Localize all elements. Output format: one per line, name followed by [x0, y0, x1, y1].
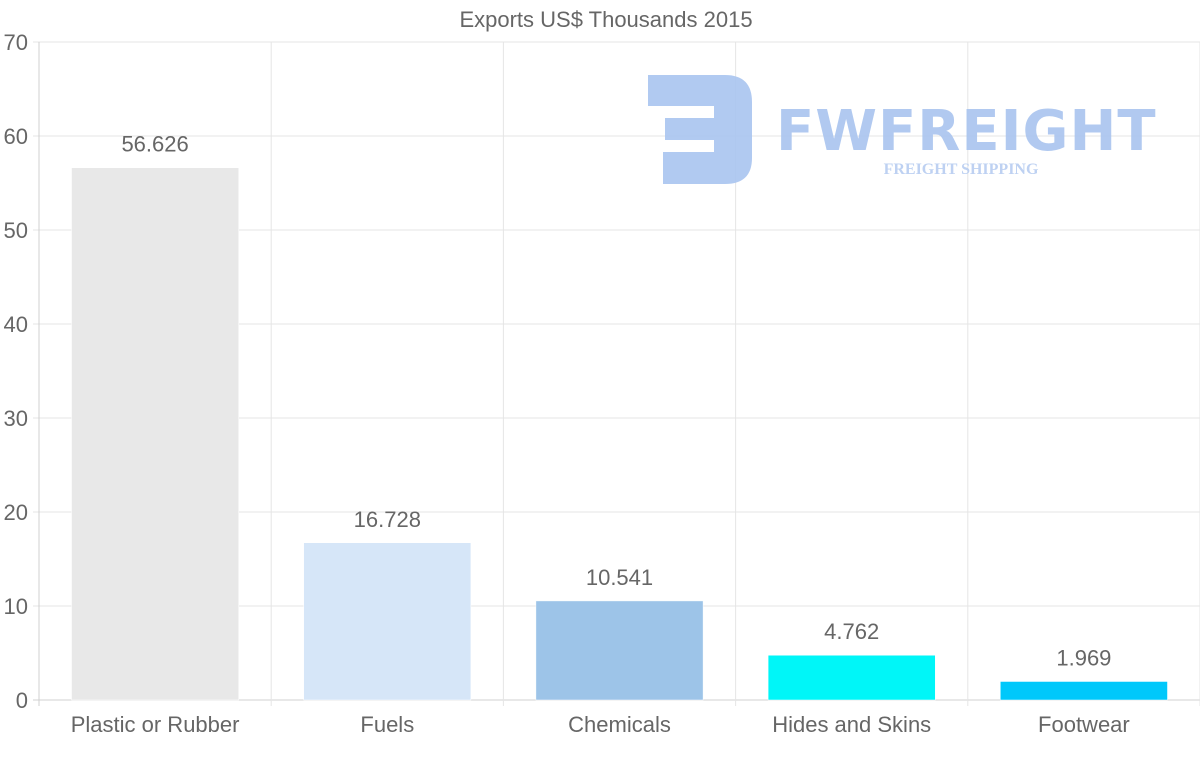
x-tick-label: Chemicals [568, 712, 671, 737]
x-tick-label: Footwear [1038, 712, 1130, 737]
x-tick-label: Fuels [360, 712, 414, 737]
fwfreight-logo-icon [648, 75, 752, 184]
y-tick-label: 40 [4, 312, 28, 337]
data-label: 10.541 [586, 565, 653, 590]
bar-2 [535, 600, 704, 701]
y-tick-label: 30 [4, 406, 28, 431]
bar-0 [71, 167, 239, 701]
bar-3 [767, 654, 936, 701]
y-tick-label: 10 [4, 594, 28, 619]
data-label: 1.969 [1056, 645, 1111, 670]
data-label: 4.762 [824, 619, 879, 644]
y-tick-label: 70 [4, 30, 28, 55]
y-tick-label: 60 [4, 124, 28, 149]
watermark-brand: FWFREIGHT [776, 99, 1157, 164]
bar-1 [303, 542, 472, 701]
data-label: 56.626 [121, 132, 188, 157]
bars: 56.626 Plastic or Rubber 16.728 Fuels 10.541… [71, 132, 1168, 737]
watermark-logo: FWFREIGHT FREIGHT SHIPPING [648, 75, 1157, 184]
y-tick-label: 0 [16, 688, 28, 713]
y-tick-label: 20 [4, 500, 28, 525]
chart-title: Exports US$ Thousands 2015 [459, 7, 752, 32]
grid: 0 10 20 30 40 50 60 70 [4, 30, 1200, 713]
watermark-tagline: FREIGHT SHIPPING [884, 161, 1039, 178]
x-tick-label: Plastic or Rubber [71, 712, 240, 737]
bar-4 [1000, 681, 1168, 701]
data-label: 16.728 [354, 507, 421, 532]
x-tick-label: Hides and Skins [772, 712, 931, 737]
y-tick-label: 50 [4, 218, 28, 243]
